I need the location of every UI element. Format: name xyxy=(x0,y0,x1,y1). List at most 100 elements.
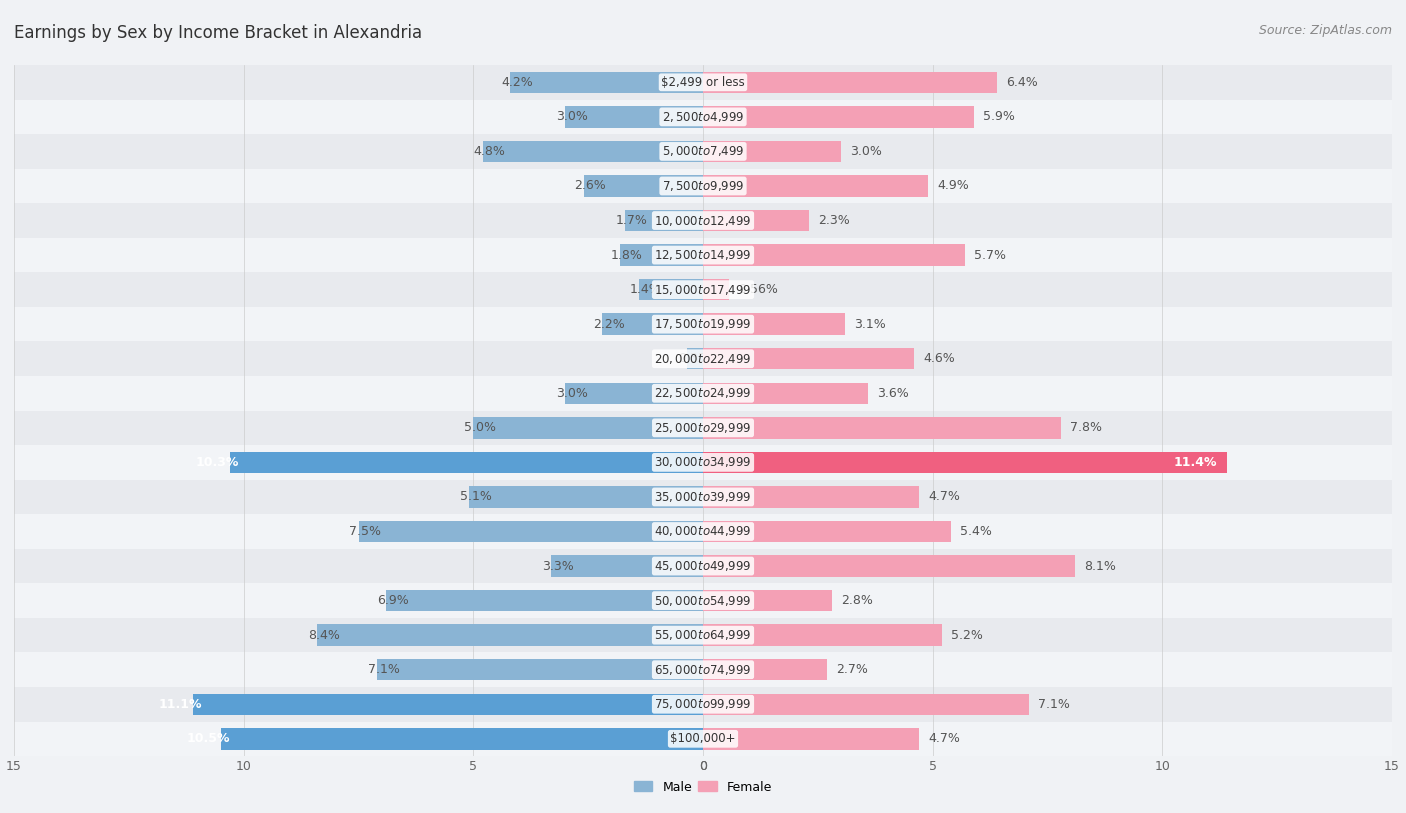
Text: $2,499 or less: $2,499 or less xyxy=(661,76,745,89)
Bar xyxy=(703,446,1392,480)
Bar xyxy=(703,452,1226,473)
Bar xyxy=(703,279,728,300)
Bar xyxy=(510,72,703,93)
Text: Source: ZipAtlas.com: Source: ZipAtlas.com xyxy=(1258,24,1392,37)
Bar xyxy=(703,486,920,507)
Text: 5.9%: 5.9% xyxy=(983,111,1015,124)
Bar xyxy=(14,652,703,687)
Text: 7.5%: 7.5% xyxy=(349,525,381,538)
Bar xyxy=(703,417,1062,438)
Text: 5.1%: 5.1% xyxy=(460,490,492,503)
Bar xyxy=(703,203,1392,237)
Bar xyxy=(703,169,1392,203)
Text: 2.3%: 2.3% xyxy=(818,214,849,227)
Bar xyxy=(703,134,1392,169)
Text: $7,500 to $9,999: $7,500 to $9,999 xyxy=(662,179,744,193)
Bar xyxy=(14,237,703,272)
Text: $35,000 to $39,999: $35,000 to $39,999 xyxy=(654,490,752,504)
Bar xyxy=(14,480,703,515)
Bar xyxy=(703,176,928,197)
Text: $30,000 to $34,999: $30,000 to $34,999 xyxy=(654,455,752,469)
Text: $50,000 to $54,999: $50,000 to $54,999 xyxy=(654,593,752,607)
Text: $75,000 to $99,999: $75,000 to $99,999 xyxy=(654,698,752,711)
Bar xyxy=(583,176,703,197)
Text: 0.56%: 0.56% xyxy=(738,283,778,296)
Text: 4.2%: 4.2% xyxy=(501,76,533,89)
Bar xyxy=(703,65,1392,99)
Text: 2.6%: 2.6% xyxy=(575,180,606,193)
Bar xyxy=(482,141,703,162)
Bar xyxy=(703,307,1392,341)
Text: 3.0%: 3.0% xyxy=(555,387,588,400)
Bar xyxy=(14,411,703,446)
Text: 5.2%: 5.2% xyxy=(950,628,983,641)
Text: 2.2%: 2.2% xyxy=(593,318,624,331)
Bar xyxy=(703,383,869,404)
Bar xyxy=(624,210,703,231)
Text: 10.5%: 10.5% xyxy=(187,733,231,746)
Bar xyxy=(703,480,1392,515)
Bar xyxy=(14,618,703,652)
Text: 1.7%: 1.7% xyxy=(616,214,648,227)
Text: 10.3%: 10.3% xyxy=(195,456,239,469)
Bar xyxy=(551,555,703,576)
Text: 8.4%: 8.4% xyxy=(308,628,340,641)
Bar xyxy=(14,515,703,549)
Bar xyxy=(468,486,703,507)
Text: $40,000 to $44,999: $40,000 to $44,999 xyxy=(654,524,752,538)
Text: $2,500 to $4,999: $2,500 to $4,999 xyxy=(662,110,744,124)
Bar xyxy=(703,107,974,128)
Text: 5.7%: 5.7% xyxy=(974,249,1005,262)
Text: 4.6%: 4.6% xyxy=(924,352,955,365)
Bar xyxy=(14,65,703,99)
Text: 11.1%: 11.1% xyxy=(159,698,202,711)
Text: 4.7%: 4.7% xyxy=(928,490,960,503)
Text: 3.0%: 3.0% xyxy=(555,111,588,124)
Bar xyxy=(14,169,703,203)
Text: 8.1%: 8.1% xyxy=(1084,559,1116,572)
Bar xyxy=(703,314,845,335)
Bar xyxy=(565,107,703,128)
Bar xyxy=(703,555,1076,576)
Bar xyxy=(703,411,1392,446)
Bar xyxy=(14,722,703,756)
Bar xyxy=(703,245,965,266)
Bar xyxy=(703,515,1392,549)
Bar xyxy=(703,659,827,680)
Bar xyxy=(703,210,808,231)
Text: $5,000 to $7,499: $5,000 to $7,499 xyxy=(662,145,744,159)
Text: Earnings by Sex by Income Bracket in Alexandria: Earnings by Sex by Income Bracket in Ale… xyxy=(14,24,422,42)
Bar xyxy=(14,134,703,169)
Text: 7.1%: 7.1% xyxy=(1038,698,1070,711)
Text: 6.9%: 6.9% xyxy=(377,594,409,607)
Text: $25,000 to $29,999: $25,000 to $29,999 xyxy=(654,421,752,435)
Bar xyxy=(14,307,703,341)
Bar xyxy=(703,693,1029,715)
Bar xyxy=(703,590,831,611)
Legend: Male, Female: Male, Female xyxy=(628,776,778,798)
Text: 2.8%: 2.8% xyxy=(841,594,873,607)
Bar xyxy=(703,521,950,542)
Bar xyxy=(14,446,703,480)
Text: 5.4%: 5.4% xyxy=(960,525,993,538)
Bar xyxy=(14,341,703,376)
Bar xyxy=(318,624,703,646)
Text: 7.1%: 7.1% xyxy=(368,663,399,676)
Text: 4.8%: 4.8% xyxy=(474,145,505,158)
Bar xyxy=(703,728,920,750)
Bar xyxy=(602,314,703,335)
Bar xyxy=(14,99,703,134)
Bar xyxy=(703,272,1392,307)
Bar xyxy=(703,618,1392,652)
Text: 3.6%: 3.6% xyxy=(877,387,910,400)
Text: 5.0%: 5.0% xyxy=(464,421,496,434)
Bar xyxy=(703,348,914,369)
Text: 4.7%: 4.7% xyxy=(928,733,960,746)
Bar xyxy=(221,728,703,750)
Text: 3.0%: 3.0% xyxy=(851,145,882,158)
Bar xyxy=(14,584,703,618)
Bar xyxy=(638,279,703,300)
Bar xyxy=(14,376,703,411)
Bar xyxy=(14,272,703,307)
Bar xyxy=(703,99,1392,134)
